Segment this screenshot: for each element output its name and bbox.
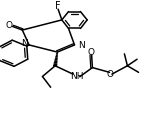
Text: NH: NH: [70, 72, 84, 81]
Text: N: N: [22, 39, 28, 48]
Text: F: F: [55, 1, 60, 11]
Text: O: O: [87, 48, 94, 57]
Text: N: N: [78, 41, 84, 50]
Text: O: O: [6, 21, 13, 30]
Text: O: O: [107, 70, 114, 79]
